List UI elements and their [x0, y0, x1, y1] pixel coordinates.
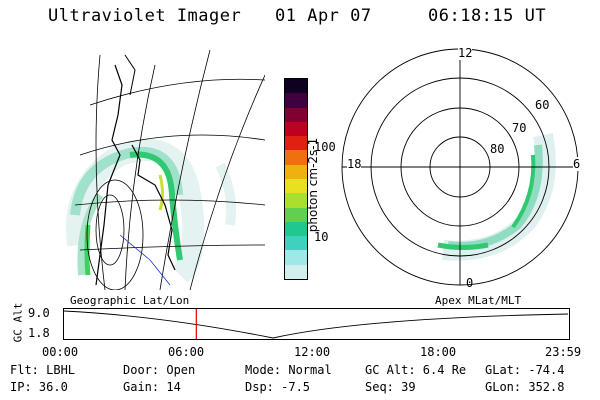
- time-label: 06:18:15 UT: [428, 6, 547, 26]
- mlt-label-12: 12: [458, 46, 473, 60]
- info-row2-4: GLon: 352.8: [485, 380, 565, 394]
- info-row2-2: Dsp: -7.5: [245, 380, 311, 394]
- time-tick-1200: 12:00: [294, 345, 331, 359]
- info-row1-2: Mode: Normal: [245, 363, 332, 377]
- time-tick-0600: 06:00: [168, 345, 205, 359]
- apex-panel-label: Apex MLat/MLT: [435, 294, 522, 307]
- colorbar-tick-100: 100: [314, 140, 336, 154]
- altitude-axis-title: GC Alt: [11, 302, 25, 343]
- info-row2-1: Gain: 14: [123, 380, 181, 394]
- mlat-label-70: 70: [512, 121, 527, 135]
- colorbar-tick-10: 10: [314, 230, 329, 244]
- mlat-label-80: 80: [490, 142, 505, 156]
- info-row1-1: Door: Open: [123, 363, 196, 377]
- info-row2-0: IP: 36.0: [10, 380, 68, 394]
- info-row2-3: Seq: 39: [365, 380, 416, 394]
- colorbar-label: photon cm-2s-1: [306, 137, 320, 233]
- info-row1-3: GC Alt: 6.4 Re: [365, 363, 467, 377]
- geographic-image-panel: [66, 49, 265, 290]
- mlat-label-60: 60: [535, 98, 550, 112]
- mlt-label-0: 0: [466, 276, 474, 290]
- alt-tick-high: 9.0: [28, 306, 50, 320]
- time-tick-2359: 23:59: [545, 345, 582, 359]
- geo-panel-label: Geographic Lat/Lon: [70, 294, 190, 307]
- instrument-title: Ultraviolet Imager: [48, 6, 242, 26]
- time-tick-1800: 18:00: [420, 345, 457, 359]
- mlt-label-18: 18: [347, 157, 362, 171]
- time-tick-0000: 00:00: [42, 345, 79, 359]
- info-row1-4: GLat: -74.4: [485, 363, 565, 377]
- mlt-label-6: 6: [573, 157, 581, 171]
- alt-tick-low: 1.8: [28, 326, 50, 340]
- altitude-timeline-plot: [63, 308, 570, 340]
- info-row1-0: Flt: LBHL: [10, 363, 76, 377]
- colorbar: [284, 78, 308, 280]
- polar-mlt-panel: [341, 48, 579, 286]
- date-label: 01 Apr 07: [275, 6, 372, 26]
